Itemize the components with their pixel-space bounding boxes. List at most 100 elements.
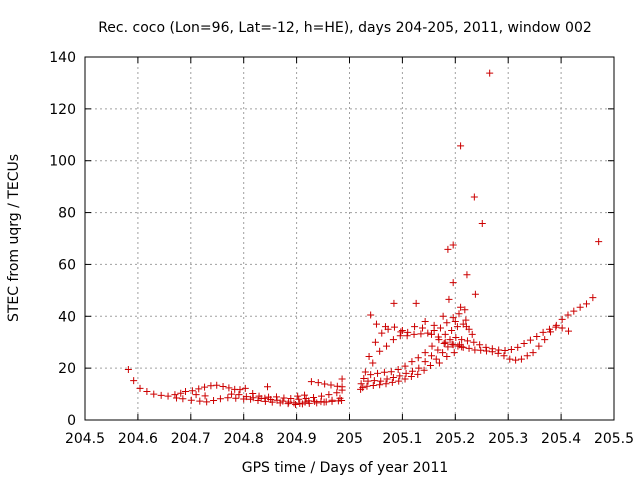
data-point xyxy=(401,362,409,370)
data-point xyxy=(224,394,232,402)
data-point xyxy=(333,389,341,397)
data-point xyxy=(412,299,420,307)
data-point xyxy=(387,368,395,376)
data-point xyxy=(294,392,302,400)
data-point xyxy=(500,352,508,360)
data-point xyxy=(454,342,462,350)
data-point xyxy=(325,391,333,399)
data-point xyxy=(369,382,377,390)
data-point xyxy=(514,343,522,351)
y-tick-label: 80 xyxy=(58,206,76,222)
data-point xyxy=(287,394,295,402)
data-point xyxy=(219,383,227,391)
data-point xyxy=(512,356,520,364)
x-axis-tick-labels: 204.5 204.6 204.7 204.8 204.9 205 205.1 205.2 20… xyxy=(65,431,634,447)
data-point xyxy=(390,323,398,331)
data-point xyxy=(523,352,531,360)
x-tick-label: 205.2 xyxy=(435,431,475,447)
data-point xyxy=(434,333,442,341)
data-point xyxy=(201,383,209,391)
data-point xyxy=(285,398,293,406)
data-point xyxy=(452,334,460,342)
data-point xyxy=(463,337,471,345)
data-point xyxy=(558,315,566,323)
data-point xyxy=(124,365,132,373)
data-point xyxy=(280,394,288,402)
data-point xyxy=(272,393,280,401)
data-point xyxy=(295,395,303,403)
data-point xyxy=(268,398,276,406)
data-point xyxy=(526,336,534,344)
x-tick-label: 204.8 xyxy=(224,431,264,447)
data-point xyxy=(465,325,473,333)
data-point xyxy=(360,375,368,383)
data-point xyxy=(210,397,218,405)
data-point xyxy=(430,321,438,329)
data-point xyxy=(302,394,310,402)
x-tick-label: 205.1 xyxy=(382,431,422,447)
data-point xyxy=(307,378,315,386)
data-point xyxy=(533,333,541,341)
data-point xyxy=(564,311,572,319)
data-point xyxy=(435,359,443,367)
data-point xyxy=(403,332,411,340)
data-point xyxy=(462,316,470,324)
data-point xyxy=(164,392,172,400)
data-point xyxy=(465,344,473,352)
x-tick-label: 204.7 xyxy=(171,431,211,447)
data-point xyxy=(419,324,427,332)
data-point xyxy=(187,396,195,404)
data-point xyxy=(424,329,432,337)
data-point xyxy=(257,394,265,402)
data-point xyxy=(478,219,486,227)
data-point xyxy=(376,347,384,355)
data-point xyxy=(441,330,449,338)
data-point xyxy=(443,352,451,360)
data-point xyxy=(468,330,476,338)
data-point xyxy=(213,381,221,389)
data-point xyxy=(314,379,322,387)
axis-ticks xyxy=(84,56,615,421)
data-point xyxy=(411,323,419,331)
data-point xyxy=(261,397,269,405)
data-point xyxy=(317,392,325,400)
data-point xyxy=(370,377,378,385)
data-point xyxy=(301,391,309,399)
data-point xyxy=(242,393,250,401)
data-point xyxy=(463,271,471,279)
y-tick-label: 140 xyxy=(49,50,76,66)
data-point xyxy=(383,342,391,350)
data-point xyxy=(449,241,457,249)
data-point xyxy=(444,343,452,351)
data-point xyxy=(483,347,491,355)
data-point xyxy=(428,342,436,350)
data-point xyxy=(207,382,215,390)
data-point xyxy=(488,345,496,353)
data-point xyxy=(177,389,185,397)
data-point xyxy=(486,69,494,77)
data-point xyxy=(459,343,467,351)
data-point xyxy=(264,383,272,391)
data-point xyxy=(410,330,418,338)
data-point xyxy=(451,317,459,325)
data-point xyxy=(434,346,442,354)
data-point xyxy=(196,397,204,405)
data-point xyxy=(173,394,181,402)
data-point xyxy=(136,384,144,392)
data-point xyxy=(457,142,465,150)
data-point xyxy=(461,306,469,314)
data-point xyxy=(361,368,369,376)
data-point xyxy=(377,377,385,385)
data-point xyxy=(376,381,384,389)
data-point xyxy=(401,375,409,383)
data-point xyxy=(441,338,449,346)
x-tick-label: 205 xyxy=(336,431,363,447)
data-point xyxy=(182,387,190,395)
data-point xyxy=(450,349,458,357)
data-point xyxy=(439,349,447,357)
data-point xyxy=(371,338,379,346)
data-point xyxy=(449,279,457,287)
data-point xyxy=(201,392,209,400)
chart-title: Rec. coco (Lon=96, Lat=-12, h=HE), days … xyxy=(98,20,592,36)
y-tick-label: 100 xyxy=(49,154,76,170)
